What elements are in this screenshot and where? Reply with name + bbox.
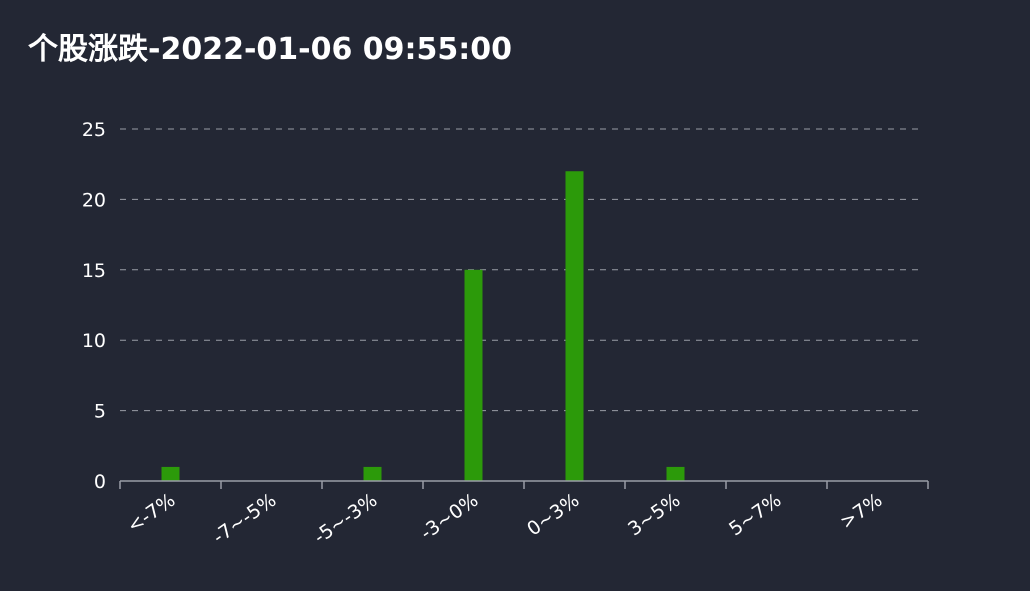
bar-2[interactable] [363,466,382,481]
bar-0[interactable] [161,466,180,481]
y-axis-ticks: 0 5 10 15 20 25 [82,119,106,493]
bar-4[interactable] [565,171,584,482]
x-tick-label: -5~-3% [310,489,381,548]
x-tick-label: 0~3% [523,489,583,540]
x-axis [119,480,929,489]
bar-3[interactable] [464,269,483,481]
x-tick-label: >7% [836,489,886,533]
x-tick-label: <-7% [123,489,179,537]
y-tick-label: 15 [82,260,106,282]
chart-title: 个股涨跌-2022-01-06 09:55:00 [28,32,513,67]
x-tick-label: 3~5% [624,489,684,540]
bars-layer [161,171,685,482]
x-tick-label: 5~7% [725,489,785,540]
grid-layer [120,128,920,412]
y-tick-label: 5 [94,401,106,423]
y-tick-label: 10 [82,330,106,352]
x-tick-label: -3~0% [416,489,482,544]
x-tick-label: -7~-5% [209,489,280,548]
x-axis-ticks: <-7% -7~-5% -5~-3% -3~0% 0~3% 3~5% 5~7% >7% [123,489,886,548]
y-tick-label: 0 [94,471,106,493]
y-tick-label: 25 [82,119,106,141]
y-tick-label: 20 [82,189,106,211]
bar-5[interactable] [666,466,685,481]
